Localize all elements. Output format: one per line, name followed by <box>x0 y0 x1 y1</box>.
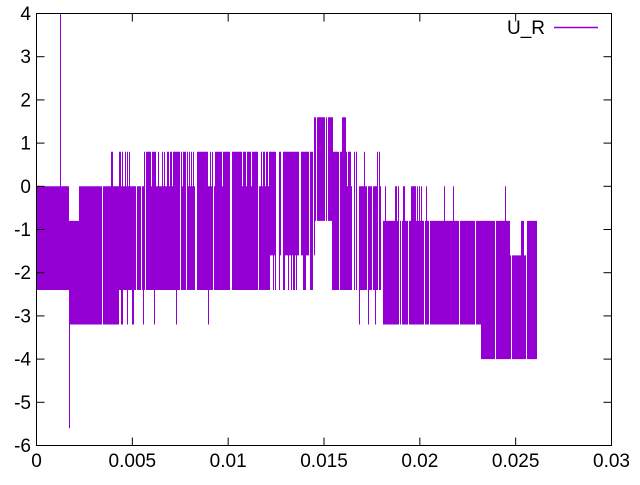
signal-trace-u-r <box>37 13 537 429</box>
tick-labels: 0 0.005 0.01 0.015 0.02 0.025 0.03 -6 -5 -4 -3 -2 -1… <box>14 4 630 472</box>
y-tick-label: -1 <box>14 220 31 241</box>
x-tick-label: 0.015 <box>300 451 348 472</box>
legend-label: U_R <box>507 18 545 39</box>
y-tick-label: -3 <box>14 306 31 327</box>
signal-path-u-r <box>37 13 537 429</box>
y-tick-label: 3 <box>20 47 31 68</box>
y-tick-label: -4 <box>14 350 31 371</box>
axes <box>36 13 612 446</box>
y-tick-label: 4 <box>20 4 31 25</box>
x-tick-label: 0.025 <box>492 451 540 472</box>
y-tick-label: 1 <box>20 134 31 155</box>
legend: U_R <box>507 18 598 39</box>
x-tick-label: 0.005 <box>109 451 157 472</box>
y-tick-label: 0 <box>20 177 31 198</box>
y-tick-label: 2 <box>20 90 31 111</box>
y-tick-label: -2 <box>14 263 31 284</box>
x-tick-label: 0.03 <box>593 451 630 472</box>
y-tick-label: -6 <box>14 436 31 457</box>
x-tick-label: 0.01 <box>210 451 247 472</box>
y-tick-label: -5 <box>14 393 31 414</box>
x-tick-label: 0.02 <box>401 451 438 472</box>
x-tick-label: 0 <box>31 451 42 472</box>
